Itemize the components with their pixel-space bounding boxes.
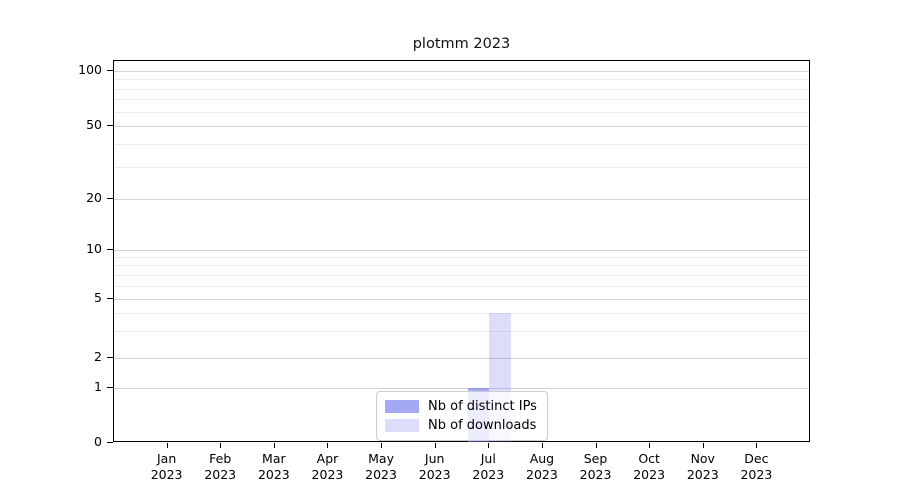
minor-gridline [114, 143, 809, 145]
chart-title: plotmm 2023 [412, 36, 511, 52]
x-tick-month: Apr [316, 451, 339, 466]
x-tick-year: 2023 [204, 467, 237, 482]
x-tick-month: Mar [262, 451, 286, 466]
x-tick-mark [273, 443, 275, 448]
legend-item-nb-of-distinct-ips: Nb of distinct IPs [385, 399, 537, 414]
x-tick-mark [702, 443, 704, 448]
x-tick-year: 2023 [418, 467, 451, 482]
minor-gridline [114, 256, 809, 258]
legend-label: Nb of distinct IPs [428, 399, 537, 414]
minor-gridline [114, 99, 809, 101]
minor-gridline [114, 312, 809, 314]
y-tick-mark [107, 442, 113, 443]
y-tick-label: 10 [86, 240, 102, 256]
x-tick-label-feb: Feb 2023 [192, 451, 248, 483]
x-tick-mark [381, 443, 383, 448]
y-tick-label: 5 [94, 289, 102, 305]
x-tick-month: Jan [156, 451, 177, 466]
legend: Nb of distinct IPs Nb of downloads [376, 391, 548, 441]
plot-area [113, 60, 810, 442]
x-tick-mark [541, 443, 543, 448]
y-tick-mark [107, 356, 113, 358]
y-tick-mark [107, 297, 113, 299]
x-tick-month: Jul [480, 451, 496, 466]
x-tick-month: Feb [209, 451, 232, 466]
y-tick-label: 2 [94, 348, 102, 364]
x-tick-mark [756, 443, 758, 448]
x-tick-year: 2023 [311, 467, 344, 482]
y-tick-label: 20 [86, 190, 102, 205]
minor-gridline [114, 274, 809, 276]
x-tick-year: 2023 [579, 467, 612, 482]
x-tick-year: 2023 [633, 467, 666, 482]
major-gridline [114, 199, 809, 200]
minor-gridline [114, 331, 809, 333]
y-tick-label: 50 [86, 117, 102, 132]
x-tick-label-mar: Mar 2023 [246, 451, 302, 483]
x-tick-label-oct: Oct 2023 [621, 451, 677, 483]
x-tick-month: Jun [424, 451, 445, 466]
y-tick-mark [107, 70, 113, 71]
legend-item-nb-of-downloads: Nb of downloads [385, 418, 537, 433]
major-gridline [114, 298, 809, 300]
major-gridline [114, 71, 809, 72]
major-gridline [114, 126, 809, 127]
x-tick-label-sep: Sep 2023 [568, 451, 624, 483]
x-tick-month: Aug [529, 451, 555, 466]
legend-label: Nb of downloads [428, 418, 537, 433]
x-tick-year: 2023 [526, 467, 558, 482]
x-tick-label-jan: Jan 2023 [139, 451, 195, 483]
x-tick-year: 2023 [257, 467, 290, 482]
x-tick-month: Sep [583, 451, 608, 466]
x-tick-label-jun: Jun 2023 [407, 451, 463, 483]
y-tick-mark [107, 387, 113, 388]
y-tick-mark [107, 248, 113, 250]
x-tick-year: 2023 [740, 467, 773, 482]
x-tick-label-dec: Dec 2023 [728, 451, 784, 483]
minor-gridline [114, 285, 809, 287]
x-tick-year: 2023 [150, 467, 183, 482]
x-tick-mark [220, 443, 222, 448]
legend-swatch [385, 419, 419, 432]
y-tick-mark [107, 198, 113, 199]
x-tick-mark [488, 443, 490, 448]
x-tick-year: 2023 [686, 467, 719, 482]
x-tick-mark [166, 443, 168, 448]
x-tick-month: Nov [690, 451, 715, 466]
x-tick-mark [434, 443, 436, 448]
legend-swatch [385, 400, 419, 413]
major-gridline [114, 388, 809, 389]
major-gridline [114, 357, 809, 359]
x-tick-mark [595, 443, 597, 448]
x-tick-label-nov: Nov 2023 [675, 451, 731, 483]
x-tick-month: May [368, 451, 394, 466]
minor-gridline [114, 111, 809, 113]
y-tick-label: 100 [78, 62, 102, 77]
x-tick-month: Dec [744, 451, 769, 466]
minor-gridline [114, 88, 809, 90]
minor-gridline [114, 79, 809, 81]
x-tick-label-aug: Aug 2023 [514, 451, 570, 483]
x-tick-mark [327, 443, 329, 448]
x-tick-mark [649, 443, 651, 448]
y-tick-label: 0 [94, 434, 102, 449]
y-tick-label: 1 [94, 379, 102, 394]
x-tick-label-may: May 2023 [353, 451, 409, 483]
x-tick-month: Oct [638, 451, 660, 466]
x-tick-year: 2023 [472, 467, 505, 482]
x-tick-year: 2023 [365, 467, 397, 482]
minor-gridline [114, 166, 809, 168]
minor-gridline [114, 265, 809, 267]
y-tick-mark [107, 125, 113, 126]
x-tick-label-apr: Apr 2023 [299, 451, 355, 483]
major-gridline [114, 249, 809, 251]
x-tick-label-jul: Jul 2023 [460, 451, 516, 483]
